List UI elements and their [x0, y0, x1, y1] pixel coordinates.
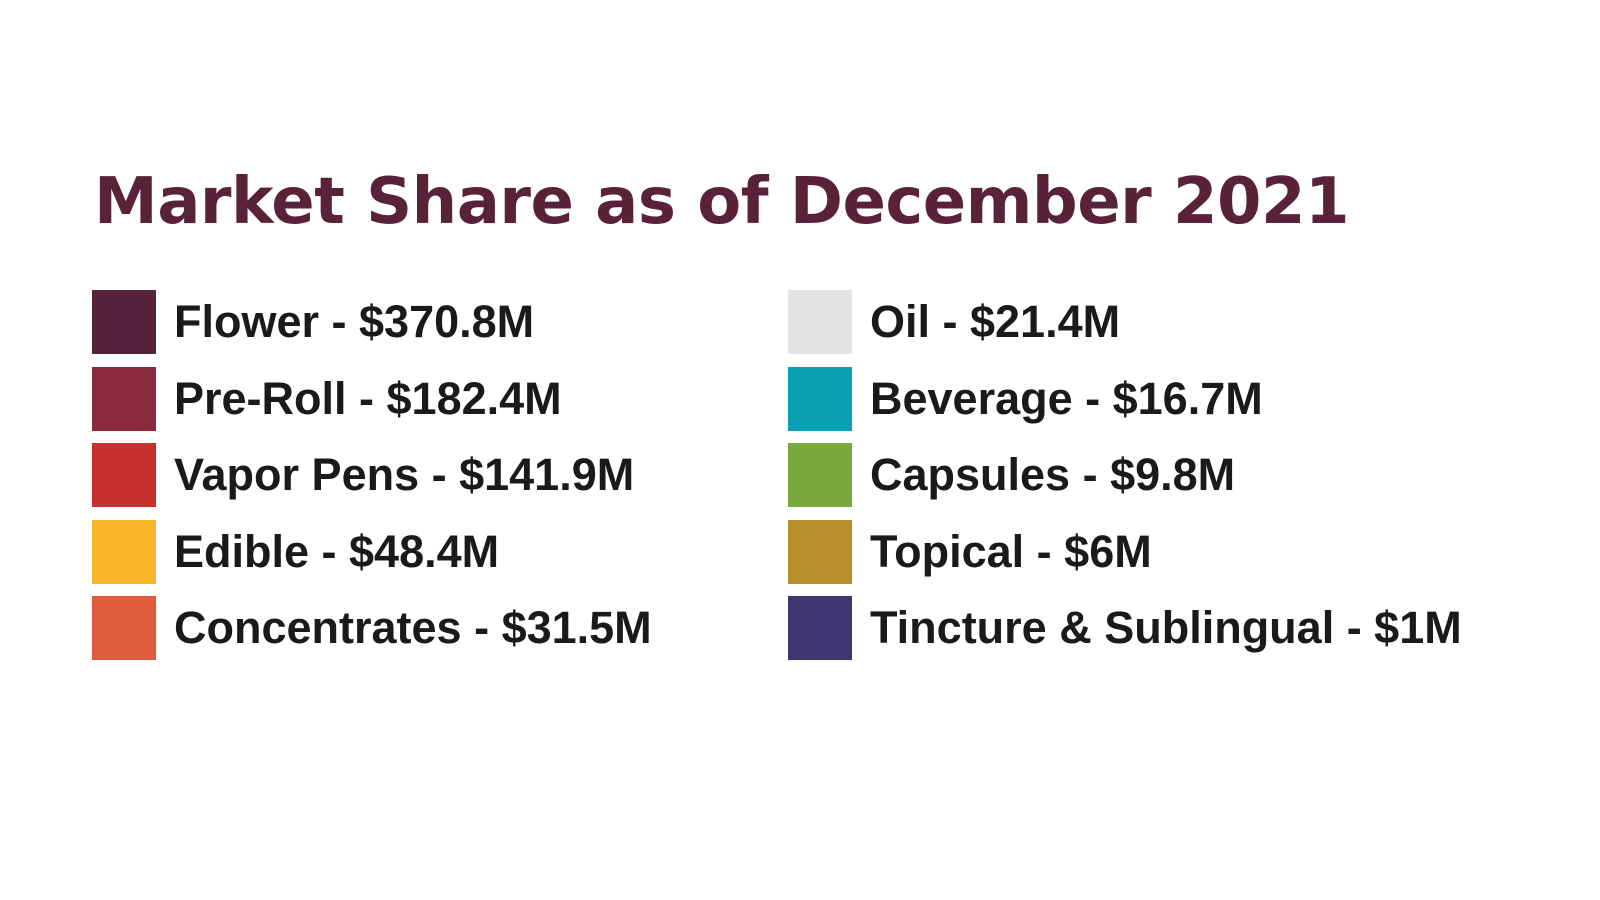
legend-swatch	[788, 519, 852, 584]
legend-item: Vapor Pens - $141.9M	[92, 443, 634, 507]
legend-label: Topical - $6M	[870, 525, 1152, 577]
legend-item: Edible - $48.4M	[92, 519, 500, 584]
legend-swatch	[788, 366, 852, 431]
legend-swatch	[92, 290, 156, 354]
legend-item: Pre-Roll - $182.4M	[92, 366, 562, 431]
legend-label: Edible - $48.4M	[174, 525, 500, 577]
legend-label: Concentrates - $31.5M	[174, 602, 652, 653]
legend-swatch	[92, 596, 156, 660]
legend-label: Flower - $370.8M	[174, 296, 535, 347]
legend-item: Topical - $6M	[788, 519, 1152, 584]
legend-item: Concentrates - $31.5M	[92, 596, 652, 660]
legend-swatch	[92, 443, 156, 507]
legend-label: Pre-Roll - $182.4M	[174, 372, 562, 424]
legend-label: Vapor Pens - $141.9M	[174, 449, 635, 500]
legend-swatch	[788, 443, 852, 507]
legend-swatch	[92, 366, 156, 431]
legend-item: Tincture & Sublingual - $1M	[788, 596, 1462, 660]
legend-label: Beverage - $16.7M	[870, 372, 1263, 424]
legend-swatch	[788, 290, 852, 354]
legend-item: Beverage - $16.7M	[788, 366, 1263, 431]
legend-label: Capsules - $9.8M	[870, 449, 1236, 500]
chart-title: Market Share as of December 2021	[94, 165, 1350, 239]
legend-swatch	[92, 519, 156, 584]
legend-item: Capsules - $9.8M	[788, 443, 1235, 507]
legend-label: Oil - $21.4M	[870, 296, 1121, 347]
legend-label: Tincture & Sublingual - $1M	[870, 602, 1462, 653]
legend-item: Flower - $370.8M	[92, 290, 534, 354]
legend-item: Oil - $21.4M	[788, 290, 1120, 354]
legend-swatch	[788, 596, 852, 660]
